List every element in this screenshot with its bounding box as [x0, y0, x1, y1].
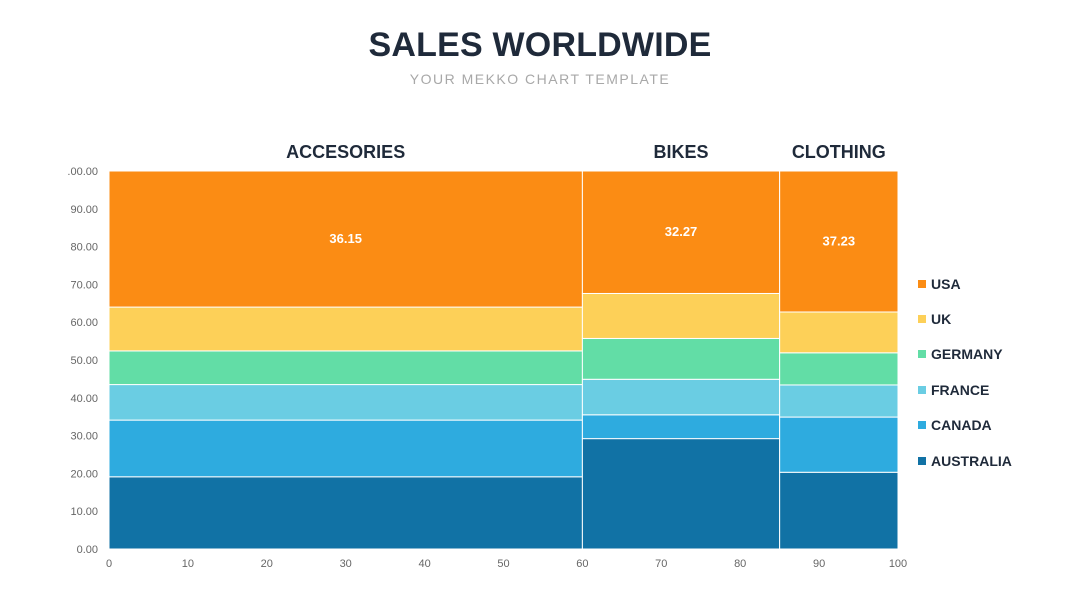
segment-germany-accesories — [108, 350, 583, 386]
legend-label: USA — [931, 275, 961, 292]
segment-uk-bikes — [581, 292, 781, 339]
segment-australia-clothing — [779, 471, 899, 550]
segment-usa-clothing — [779, 170, 899, 313]
category-label: ACCESORIES — [286, 142, 405, 162]
segment-canada-bikes — [581, 414, 781, 440]
x-tick-label: 30 — [340, 558, 352, 570]
data-label: 32.27 — [665, 224, 698, 239]
y-tick-label: 60.00 — [70, 317, 98, 329]
y-tick-label: 80.00 — [70, 242, 98, 254]
x-tick-label: 0 — [106, 558, 112, 570]
y-tick-label: 20.00 — [70, 468, 98, 480]
data-label: 37.23 — [823, 233, 856, 248]
x-tick-label: 70 — [655, 558, 667, 570]
x-tick-label: 100 — [889, 558, 907, 570]
segment-france-accesories — [108, 384, 583, 421]
legend-swatch — [918, 456, 926, 465]
legend-item-france: FRANCE — [918, 372, 1012, 407]
category-label: CLOTHING — [792, 142, 886, 162]
x-tick-label: 90 — [813, 558, 825, 570]
chart-legend: USA UK GERMANY FRANCE CANADA AUSTRALIA — [918, 266, 1012, 478]
legend-item-germany: GERMANY — [918, 337, 1012, 372]
segment-canada-clothing — [779, 416, 899, 473]
legend-item-usa: USA — [918, 266, 1012, 301]
legend-item-uk: UK — [918, 301, 1012, 336]
y-tick-label: 40.00 — [70, 393, 98, 405]
segment-usa-bikes — [581, 170, 781, 294]
segment-australia-accesories — [108, 476, 583, 550]
legend-swatch — [918, 279, 926, 288]
data-label: 36.15 — [329, 231, 362, 246]
y-tick-label: 70.00 — [70, 279, 98, 291]
x-tick-label: 80 — [734, 558, 746, 570]
legend-label: GERMANY — [931, 346, 1003, 363]
legend-item-australia: AUSTRALIA — [918, 443, 1012, 478]
chart-subtitle: YOUR MEKKO CHART TEMPLATE — [409, 71, 671, 87]
x-tick-label: 50 — [497, 558, 509, 570]
y-tick-label: 30.00 — [70, 431, 98, 443]
x-tick-label: 40 — [418, 558, 430, 570]
y-tick-label: 50.00 — [70, 355, 98, 367]
y-tick-label: 90.00 — [70, 204, 98, 216]
y-tick-label: 10.00 — [70, 506, 98, 518]
segment-germany-clothing — [779, 352, 899, 386]
x-tick-label: 20 — [261, 558, 273, 570]
legend-item-canada: CANADA — [918, 408, 1012, 443]
legend-label: CANADA — [931, 417, 992, 434]
segment-australia-bikes — [581, 438, 781, 550]
y-tick-label: 0.00 — [77, 544, 98, 556]
category-label: BIKES — [654, 142, 709, 162]
legend-swatch — [918, 350, 926, 359]
x-tick-label: 60 — [576, 558, 588, 570]
legend-swatch — [918, 385, 926, 394]
segment-uk-accesories — [108, 306, 583, 352]
chart-title: SALES WORLDWIDE — [368, 26, 712, 64]
segment-uk-clothing — [779, 311, 899, 354]
legend-swatch — [918, 421, 926, 430]
legend-label: FRANCE — [931, 381, 990, 398]
x-tick-label: 10 — [182, 558, 194, 570]
segment-germany-bikes — [581, 337, 781, 380]
segment-usa-accesories — [108, 170, 583, 308]
legend-label: AUSTRALIA — [931, 452, 1012, 469]
segment-canada-accesories — [108, 419, 583, 478]
y-tick-label: .00.00 — [67, 166, 98, 178]
legend-label: UK — [931, 311, 952, 328]
legend-swatch — [918, 315, 926, 324]
segment-france-bikes — [581, 378, 781, 416]
segment-france-clothing — [779, 384, 899, 418]
